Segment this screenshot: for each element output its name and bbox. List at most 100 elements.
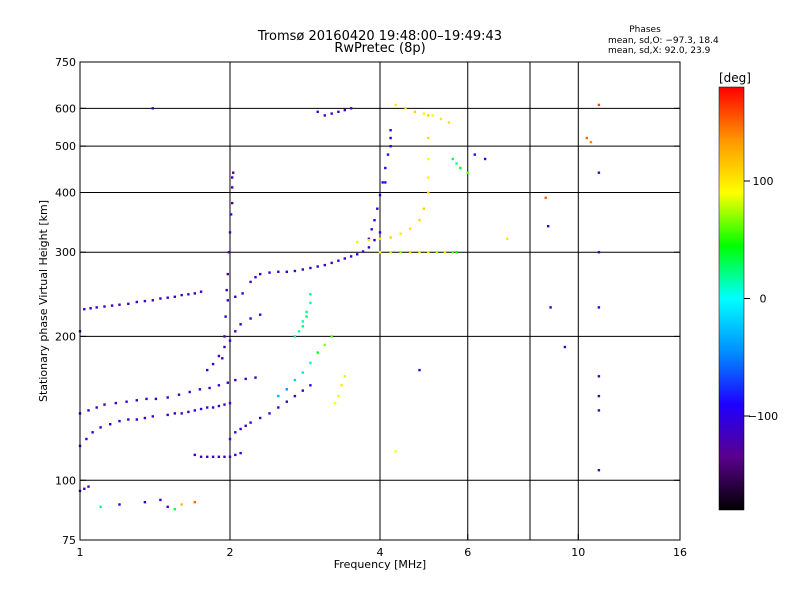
data-point — [226, 272, 229, 276]
data-point — [427, 191, 430, 194]
data-point — [435, 251, 438, 254]
point-series-18 — [451, 157, 469, 174]
colorbar-tick-label: 100 — [753, 175, 774, 188]
data-point — [103, 305, 106, 308]
data-point — [208, 386, 211, 390]
data-point — [293, 378, 297, 382]
data-point — [118, 303, 121, 306]
data-point — [180, 412, 183, 415]
data-point — [439, 117, 443, 121]
data-point — [166, 396, 169, 399]
data-point — [589, 140, 593, 144]
data-point — [597, 306, 601, 309]
data-point — [217, 455, 221, 458]
data-point — [259, 313, 262, 316]
data-point — [301, 268, 304, 271]
colorbar-unit-label: [deg] — [719, 71, 751, 85]
data-point — [95, 406, 98, 409]
data-point — [451, 157, 454, 161]
data-point — [223, 335, 226, 338]
data-point — [173, 412, 176, 415]
data-point — [427, 114, 430, 117]
data-point — [223, 455, 226, 458]
data-point — [199, 290, 203, 293]
data-point — [301, 325, 304, 328]
data-point — [597, 409, 601, 412]
data-point — [418, 219, 421, 222]
data-point — [224, 315, 227, 318]
data-point — [166, 505, 169, 508]
data-point — [378, 237, 382, 240]
data-point — [206, 455, 209, 458]
data-point — [597, 469, 601, 472]
point-series-21 — [151, 107, 421, 453]
data-point — [473, 153, 476, 156]
data-point — [378, 231, 382, 234]
data-point — [323, 343, 326, 347]
data-point — [249, 421, 252, 424]
data-point — [127, 418, 130, 421]
data-point — [87, 485, 90, 488]
y-axis-ticks: 75 100 200 300 400 500 600 750 — [55, 56, 680, 547]
data-point — [367, 237, 371, 240]
data-point — [211, 362, 215, 366]
data-point — [206, 368, 209, 372]
x-tick-label: 1 — [77, 546, 84, 559]
data-point — [234, 378, 237, 382]
data-point — [323, 263, 326, 267]
point-series-8 — [367, 129, 392, 240]
point-series-4 — [228, 384, 312, 441]
data-point — [323, 114, 326, 117]
data-point — [118, 503, 121, 506]
data-point — [135, 418, 138, 421]
data-point — [173, 508, 176, 511]
colorbar-tick-label: 0 — [760, 293, 767, 306]
data-points — [78, 103, 601, 511]
data-point — [193, 409, 196, 412]
data-point — [110, 304, 114, 307]
data-point — [244, 377, 247, 381]
data-point — [229, 213, 233, 216]
point-series-12 — [277, 335, 333, 398]
data-point — [188, 390, 191, 394]
data-point — [443, 251, 447, 254]
x-axis-ticks: 1 2 4 6 10 16 — [77, 534, 687, 559]
data-point — [268, 412, 271, 415]
data-point — [330, 261, 333, 265]
data-point — [356, 240, 359, 244]
data-point — [309, 266, 312, 270]
data-point — [151, 415, 154, 418]
data-point — [389, 251, 392, 254]
data-point — [234, 453, 237, 457]
data-point — [217, 354, 221, 358]
data-point — [151, 107, 154, 110]
point-series-0 — [78, 290, 203, 333]
data-point — [87, 409, 90, 412]
data-point — [413, 110, 417, 113]
data-point — [277, 406, 280, 409]
data-point — [127, 302, 130, 305]
data-point — [225, 288, 228, 292]
data-point — [231, 186, 234, 189]
data-point — [285, 400, 288, 403]
data-point — [99, 505, 102, 508]
x-tick-label: 4 — [377, 546, 384, 559]
data-point — [455, 162, 458, 165]
data-point — [99, 426, 102, 429]
data-point — [466, 171, 469, 174]
data-point — [597, 251, 601, 254]
legend-phase-x: mean, sd,X: 92.0, 23.9 — [608, 46, 711, 56]
data-point — [597, 394, 601, 398]
data-point — [427, 136, 430, 140]
data-point — [384, 181, 387, 184]
data-point — [226, 299, 229, 302]
data-point — [597, 171, 601, 174]
data-point — [340, 384, 343, 387]
data-point — [389, 236, 392, 239]
data-point — [373, 238, 376, 242]
data-point — [231, 176, 234, 179]
data-point — [361, 250, 365, 253]
data-point — [506, 237, 509, 240]
data-point — [241, 292, 244, 295]
data-point — [193, 501, 196, 504]
